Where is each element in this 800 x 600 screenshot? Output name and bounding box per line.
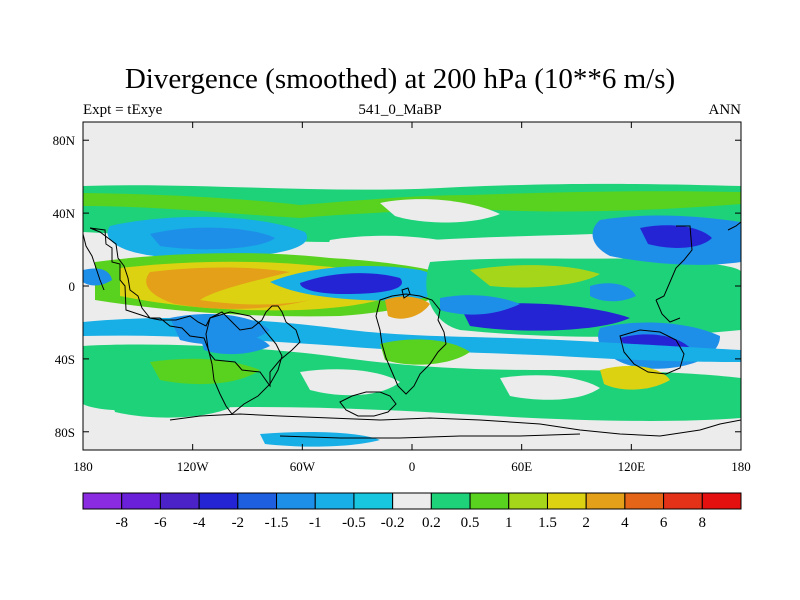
continent-australia <box>619 329 685 375</box>
contour-farsouth-green <box>110 393 230 418</box>
lon-tick-label: 0 <box>409 459 416 474</box>
lat-tick-label: 40S <box>55 352 75 367</box>
colorbar-swatch <box>276 492 316 510</box>
contour-south-yellow <box>600 365 670 390</box>
colorbar-swatch <box>430 492 471 510</box>
continent-asia-se <box>655 299 681 323</box>
contour-south-white-2 <box>500 375 600 400</box>
continent-asia-east <box>655 225 693 301</box>
lon-tick-label: 180 <box>731 459 751 474</box>
colorbar-label: -4 <box>193 515 206 531</box>
colorbar-label: 1 <box>505 515 513 531</box>
colorbar: -8 -6 -4 -2 -1.5 -1 -0.5 -0.2 0.2 0.5 1 1.5 2 4 6 8 <box>82 492 742 531</box>
continent-africa <box>375 293 447 395</box>
contour-pacific-blue-south <box>200 333 270 355</box>
lat-tick-label: 80N <box>53 133 76 148</box>
continent-antarctica <box>169 413 741 437</box>
lat-tick-label: 0 <box>69 279 76 294</box>
contour-caribbean-blue <box>590 283 636 302</box>
continent-antarctica-base <box>279 433 581 439</box>
colorbar-swatch <box>663 492 703 510</box>
plot-title: Divergence (smoothed) at 200 hPa (10**6 … <box>124 63 676 95</box>
contour-antarctic-blue <box>260 432 380 447</box>
case-label: 541_0_MaBP <box>358 102 442 118</box>
contour-white-gap <box>380 199 500 223</box>
colorbar-swatch <box>82 492 123 510</box>
colorbar-swatch <box>314 492 355 510</box>
colorbar-label: -6 <box>154 515 167 531</box>
colorbar-swatch <box>624 492 665 510</box>
colorbar-label: -0.2 <box>381 515 405 531</box>
colorbar-swatch <box>237 492 278 510</box>
continent-antarctic-peninsula <box>339 391 397 417</box>
lon-tick-label: 60E <box>511 459 532 474</box>
longitude-axis: 180 120W 60W 0 60E 120E 180 <box>73 122 751 474</box>
colorbar-label: 6 <box>660 515 668 531</box>
experiment-label: Expt = tExye <box>83 102 163 118</box>
colorbar-swatch <box>353 492 394 510</box>
contour-white-central <box>329 235 470 256</box>
latitude-axis: 80N 40N 0 40S 80S <box>53 133 741 440</box>
continent-greenland-stub <box>727 221 741 231</box>
colorbar-swatch <box>198 492 239 510</box>
contour-south-white-1 <box>300 369 400 396</box>
lon-tick-label: 120E <box>618 459 646 474</box>
colorbar-label: 4 <box>621 515 629 531</box>
colorbar-label: -1.5 <box>265 515 289 531</box>
lat-tick-label: 40N <box>53 206 76 221</box>
contour-eastasia-deep-blue <box>640 225 712 248</box>
colorbar-swatch <box>546 492 587 510</box>
colorbar-label: 1.5 <box>538 515 557 531</box>
colorbar-label: 0.2 <box>422 515 441 531</box>
coastlines <box>83 221 741 439</box>
continent-americas <box>89 227 301 388</box>
colorbar-label: 2 <box>582 515 590 531</box>
colorbar-label: 0.5 <box>461 515 480 531</box>
colorbar-swatch <box>701 492 742 510</box>
island-uk <box>401 287 411 299</box>
contour-south-green-2 <box>150 358 260 385</box>
colorbar-swatch <box>469 492 510 510</box>
lon-tick-label: 60W <box>290 459 316 474</box>
colorbar-swatch <box>159 492 200 510</box>
contour-south-green-3 <box>380 339 470 365</box>
colorbar-swatch <box>121 492 161 510</box>
contour-deep-blue-pacific-north <box>150 227 275 250</box>
colorbar-label: -1 <box>309 515 322 531</box>
contour-tropical-orange <box>146 267 310 309</box>
continent-north-america-east <box>83 233 105 291</box>
contour-westafrica-orange <box>385 296 430 319</box>
contour-dateline-blue <box>83 268 112 286</box>
season-label: ANN <box>708 102 742 118</box>
colorbar-label: -8 <box>115 515 128 531</box>
lon-tick-label: 120W <box>177 459 210 474</box>
colorbar-label: -2 <box>232 515 245 531</box>
colorbar-swatch <box>508 492 548 510</box>
lon-tick-label: 180 <box>73 459 93 474</box>
lat-tick-label: 80S <box>55 425 75 440</box>
contour-africa-blue <box>440 295 520 315</box>
colorbar-label: 8 <box>699 515 707 531</box>
colorbar-label: -0.5 <box>342 515 366 531</box>
colorbar-swatch <box>392 492 432 510</box>
continent-south-america <box>205 311 283 415</box>
contour-africa-yellow <box>470 265 600 288</box>
colorbar-swatch <box>585 492 626 510</box>
contour-equatorial-deep-blue <box>300 273 402 294</box>
